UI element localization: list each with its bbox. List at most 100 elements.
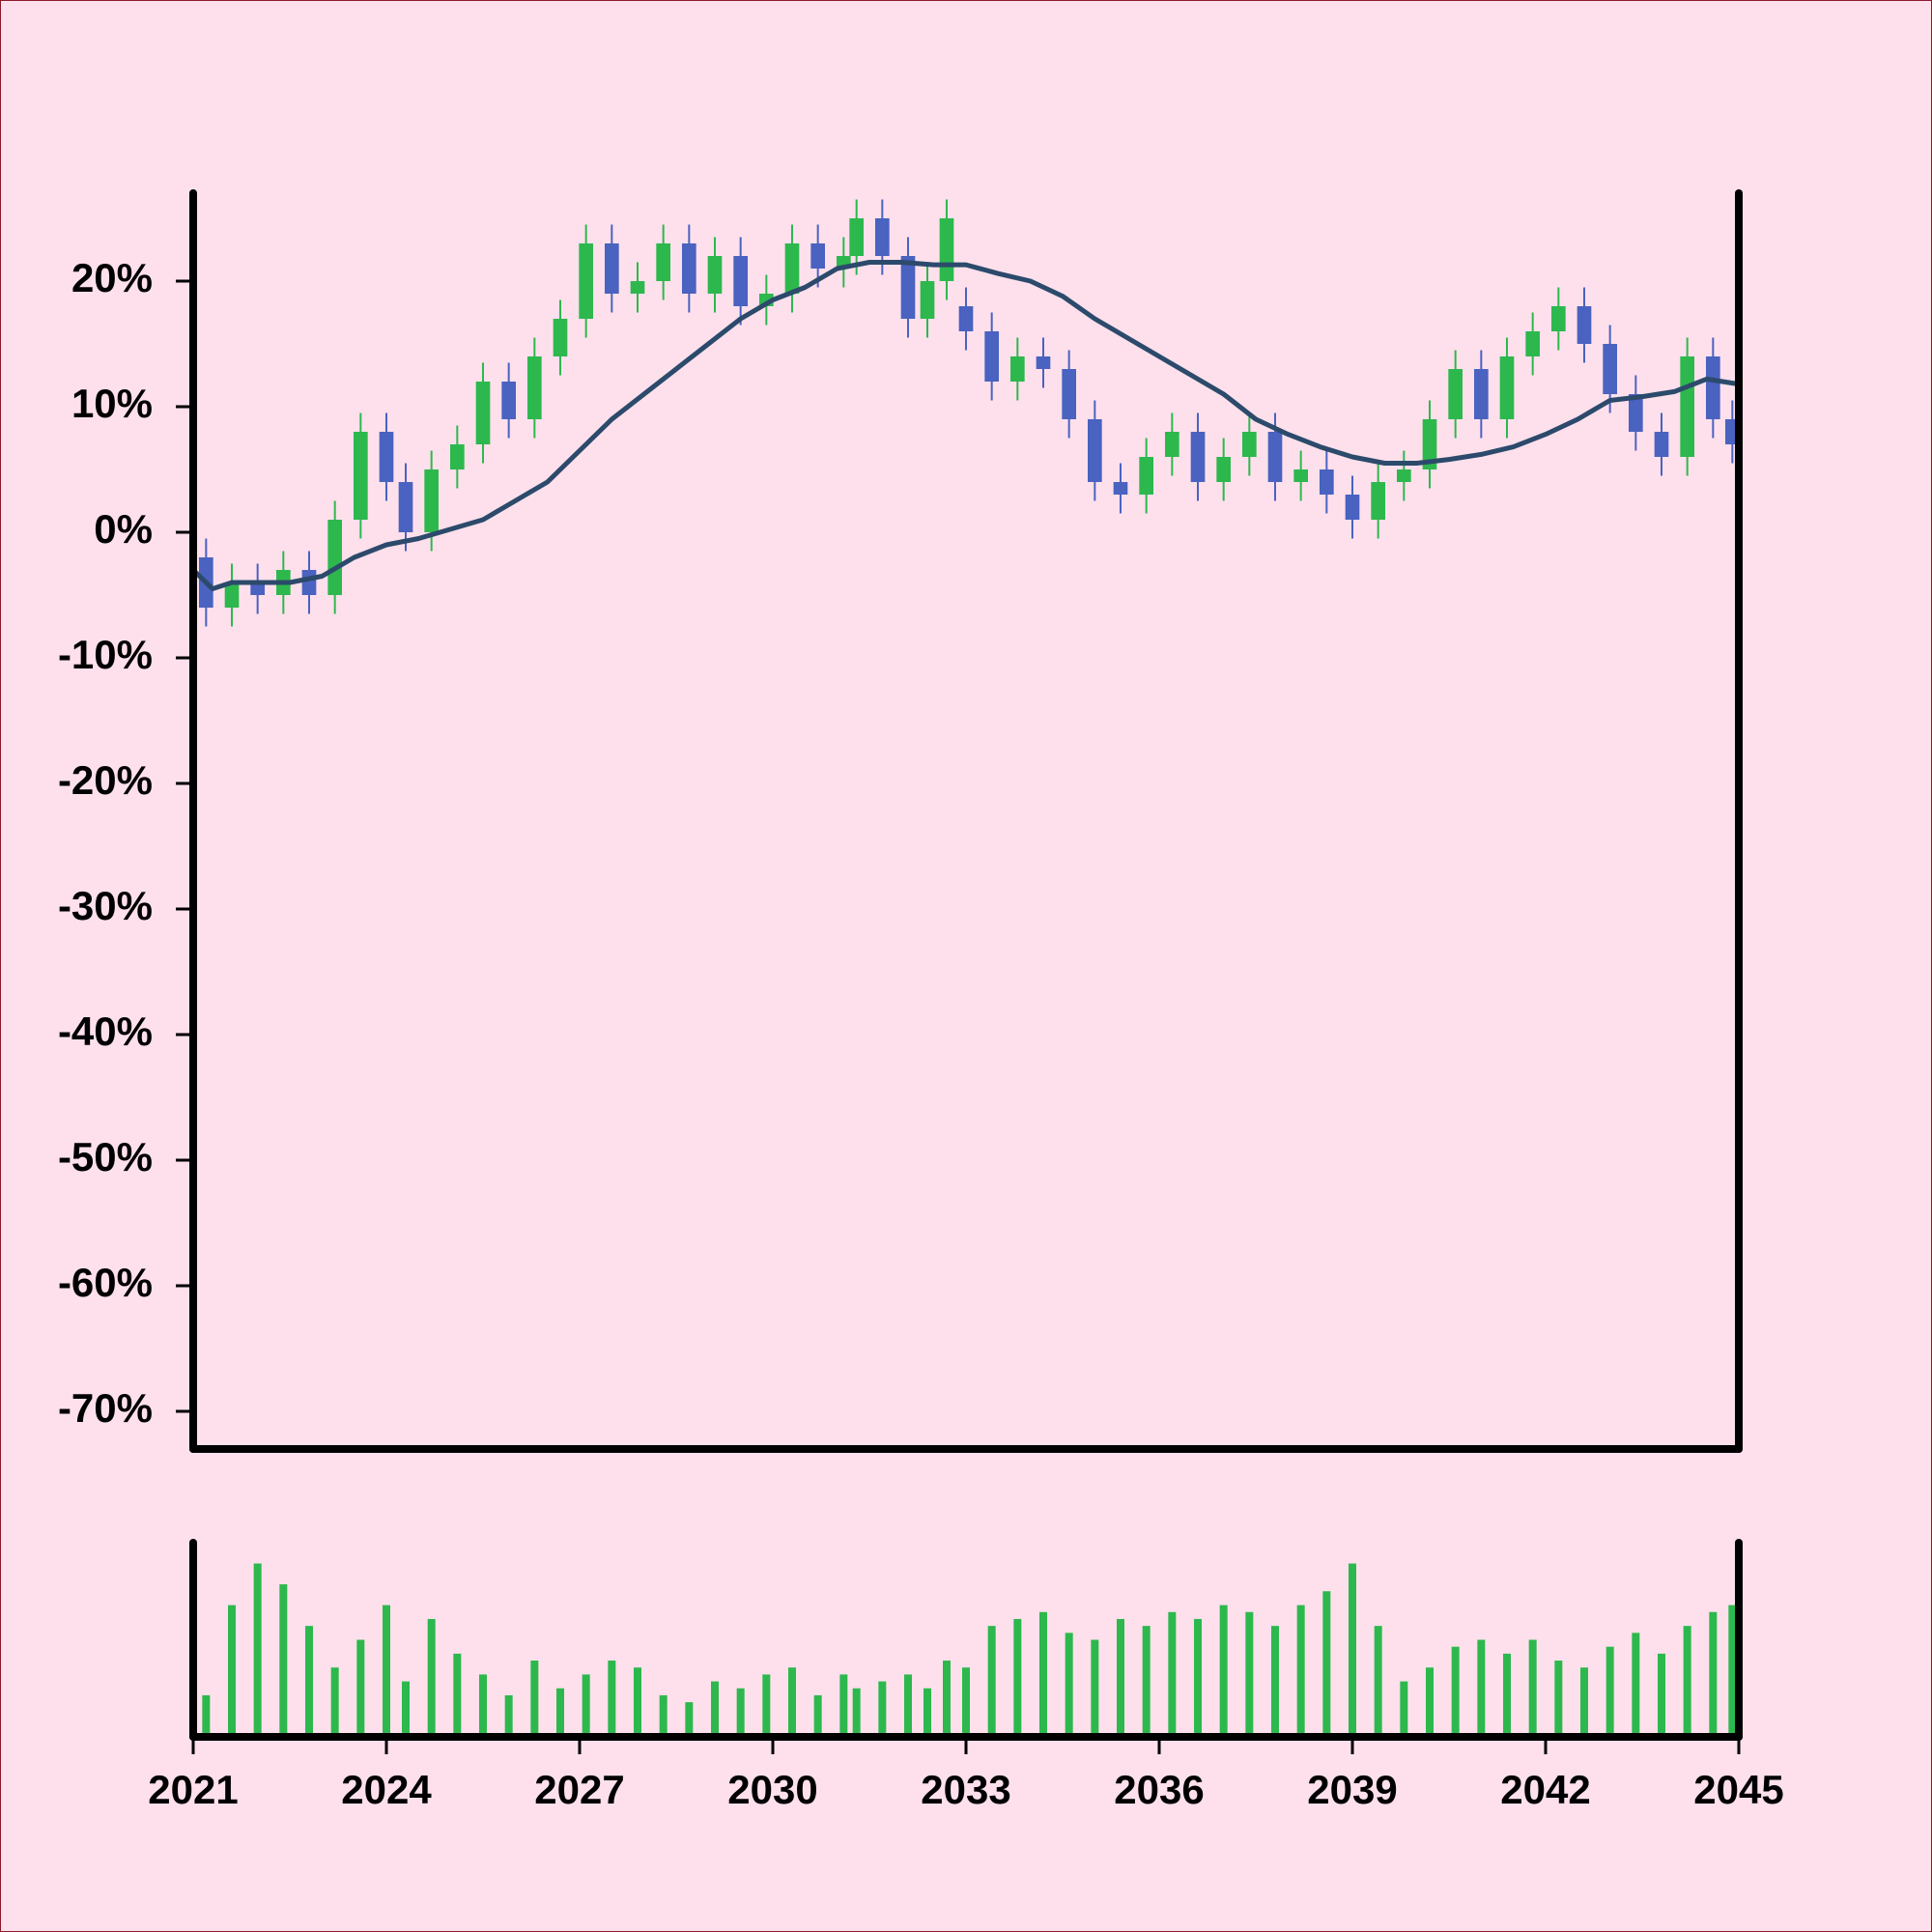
volume-bar: [202, 1694, 211, 1737]
candle-body: [656, 243, 670, 281]
volume-bar: [659, 1694, 668, 1737]
candle-body: [1448, 369, 1463, 419]
volume-bar: [1322, 1591, 1331, 1737]
candle-body: [958, 306, 974, 331]
volume-bar: [813, 1694, 822, 1737]
candle-body: [1113, 482, 1128, 495]
volume-bar: [1142, 1626, 1151, 1737]
volume-bar: [1091, 1639, 1099, 1737]
candle-body: [1397, 469, 1411, 482]
candle-body: [939, 218, 954, 281]
candle-body: [1267, 432, 1283, 482]
candle-body: [1706, 356, 1720, 419]
x-tick-label: 2030: [727, 1767, 817, 1812]
candle-body: [900, 256, 916, 319]
volume-bar: [1728, 1605, 1737, 1737]
candle-body: [424, 469, 439, 532]
candle-body: [630, 281, 645, 294]
candle-body: [1577, 306, 1592, 344]
volume-bar: [582, 1674, 590, 1737]
candle-body: [1190, 432, 1206, 482]
candle-body: [1422, 419, 1437, 469]
volume-bar: [330, 1667, 339, 1737]
volume-bar: [228, 1605, 236, 1737]
candle-body: [984, 331, 999, 382]
volume-bar: [1426, 1667, 1434, 1737]
volume-bar: [253, 1563, 262, 1737]
candle-body: [527, 356, 542, 419]
candle-body: [475, 382, 491, 444]
volume-bar: [1554, 1661, 1563, 1737]
volume-bar: [1400, 1681, 1408, 1737]
volume-bar: [736, 1688, 745, 1737]
candle-body: [1499, 356, 1515, 419]
x-tick-label: 2042: [1500, 1767, 1590, 1812]
candle-body: [501, 382, 516, 419]
volume-bar: [279, 1584, 288, 1737]
volume-bar: [305, 1626, 313, 1737]
candle-body: [1680, 356, 1694, 457]
candle-body: [1242, 432, 1257, 457]
candle-body: [1320, 469, 1334, 495]
y-tick-label: -60%: [58, 1260, 153, 1305]
candle-body: [1062, 369, 1076, 419]
y-tick-label: -10%: [58, 632, 153, 677]
volume-bar: [788, 1667, 796, 1737]
candle-body: [224, 582, 240, 608]
volume-bar: [1013, 1618, 1022, 1737]
candle-body: [1088, 419, 1102, 482]
y-tick-label: 20%: [71, 255, 153, 300]
volume-bar: [453, 1653, 462, 1737]
candle-body: [553, 319, 568, 356]
candle-body: [682, 243, 696, 294]
volume-bar: [1683, 1626, 1691, 1737]
volume-bar: [1709, 1611, 1718, 1737]
candle-body: [849, 218, 864, 256]
y-tick-label: -40%: [58, 1009, 153, 1054]
volume-bar: [1528, 1639, 1537, 1737]
y-tick-label: -30%: [58, 883, 153, 928]
y-tick-label: -70%: [58, 1385, 153, 1431]
volume-bar: [1580, 1667, 1588, 1737]
volume-bar: [608, 1661, 616, 1737]
volume-bar: [1271, 1626, 1279, 1737]
volume-bar: [1658, 1653, 1665, 1737]
volume-bar: [504, 1694, 513, 1737]
candle-body: [398, 482, 413, 532]
volume-bar: [530, 1661, 539, 1737]
candle-body: [1629, 394, 1643, 432]
volume-bar: [1039, 1611, 1047, 1737]
candle-body: [450, 444, 465, 469]
volume-bar: [987, 1626, 996, 1737]
volume-bar: [1245, 1611, 1254, 1737]
volume-bar: [1632, 1633, 1640, 1737]
y-tick-label: -20%: [58, 757, 153, 803]
volume-bar: [1219, 1605, 1228, 1737]
candle-body: [1165, 432, 1179, 457]
x-tick-label: 2021: [148, 1767, 238, 1812]
candle-body: [1551, 306, 1566, 331]
volume-bar: [383, 1605, 390, 1737]
volume-bar: [923, 1688, 931, 1737]
candle-body: [1139, 457, 1153, 495]
candle-body: [1654, 432, 1669, 457]
volume-bar: [402, 1681, 410, 1737]
volume-bar: [762, 1674, 771, 1737]
candle-body: [354, 432, 368, 520]
volume-bar: [1296, 1605, 1305, 1737]
candle-body: [379, 432, 394, 482]
candle-body: [1345, 495, 1360, 520]
volume-bar: [1117, 1618, 1124, 1737]
volume-bar: [962, 1667, 970, 1737]
volume-bar: [711, 1681, 719, 1737]
x-tick-label: 2027: [534, 1767, 624, 1812]
candle-body: [707, 256, 723, 294]
candle-body: [733, 256, 748, 306]
volume-bar: [479, 1674, 487, 1737]
volume-bar: [427, 1618, 436, 1737]
x-tick-label: 2039: [1307, 1767, 1397, 1812]
y-tick-label: 0%: [94, 506, 153, 552]
x-tick-label: 2033: [921, 1767, 1010, 1812]
volume-bar: [1065, 1633, 1073, 1737]
candle-body: [605, 243, 619, 294]
